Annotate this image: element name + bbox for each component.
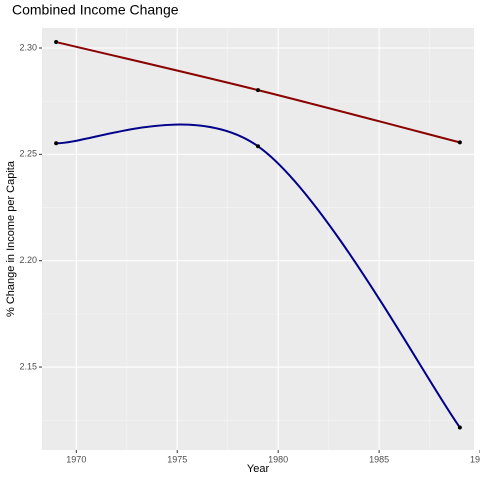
x-tick-label: 1975 [167, 454, 187, 464]
y-tick-label: 2.30 [19, 42, 37, 52]
point [54, 40, 59, 45]
line [56, 123, 461, 429]
x-tick-label: 1980 [268, 454, 288, 464]
y-tick-label: 2.20 [19, 255, 37, 265]
point [457, 425, 462, 430]
point [256, 88, 260, 93]
y-tick-label: 2.15 [19, 361, 37, 371]
plot-panel [42, 28, 474, 450]
y-axis-title: % Change in Income per Capita [5, 160, 17, 317]
point [256, 144, 260, 149]
x-tick-label: 1985 [369, 454, 389, 464]
point [457, 140, 462, 145]
x-tick-label: 1970 [66, 454, 86, 464]
x-tick-label: 1990 [470, 454, 480, 464]
y-tick-label: 2.25 [19, 149, 37, 159]
x-axis-title: Year [247, 463, 270, 475]
chart-title: Combined Income Change [12, 2, 179, 18]
point [54, 141, 59, 146]
